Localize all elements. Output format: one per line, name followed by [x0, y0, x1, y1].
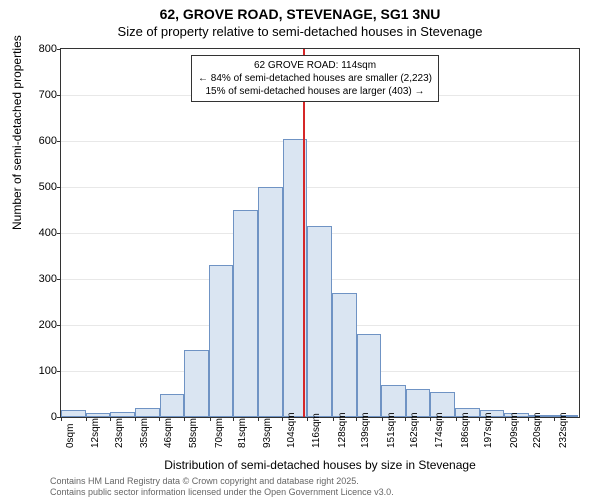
- histogram-bar: [110, 412, 135, 417]
- x-tick-label: 93sqm: [262, 418, 273, 448]
- annot-line: 15% of semi-detached houses are larger (…: [198, 85, 432, 98]
- x-tick: [382, 417, 383, 421]
- reference-line: [303, 49, 305, 417]
- x-tick: [430, 417, 431, 421]
- annot-line: ← 84% of semi-detached houses are smalle…: [198, 72, 432, 85]
- x-tick-label: 0sqm: [65, 424, 76, 448]
- x-tick: [61, 417, 62, 421]
- x-tick: [307, 417, 308, 421]
- y-tick: [57, 325, 61, 326]
- footer-attribution: Contains HM Land Registry data © Crown c…: [50, 476, 394, 498]
- x-tick-label: 139sqm: [360, 412, 371, 448]
- y-tick-label: 300: [25, 273, 57, 285]
- gridline: [61, 187, 579, 188]
- x-tick-label: 232sqm: [558, 412, 569, 448]
- x-tick: [210, 417, 211, 421]
- x-tick-label: 186sqm: [460, 412, 471, 448]
- x-tick: [233, 417, 234, 421]
- x-tick-label: 116sqm: [311, 413, 322, 448]
- x-tick-label: 104sqm: [286, 412, 297, 448]
- x-tick: [135, 417, 136, 421]
- y-tick: [57, 187, 61, 188]
- histogram-bar: [307, 226, 332, 417]
- x-tick-label: 209sqm: [509, 412, 520, 448]
- histogram-bar: [86, 413, 111, 417]
- annot-line: 62 GROVE ROAD: 114sqm: [198, 59, 432, 72]
- chart-title: 62, GROVE ROAD, STEVENAGE, SG1 3NU: [0, 6, 600, 22]
- footer-line2: Contains public sector information licen…: [50, 487, 394, 498]
- histogram-bar: [209, 265, 234, 417]
- gridline: [61, 141, 579, 142]
- x-tick-label: 12sqm: [90, 418, 101, 448]
- footer-line1: Contains HM Land Registry data © Crown c…: [50, 476, 394, 487]
- x-tick: [479, 417, 480, 421]
- y-tick-label: 200: [25, 319, 57, 331]
- annotation-box: 62 GROVE ROAD: 114sqm← 84% of semi-detac…: [191, 55, 439, 102]
- x-tick: [554, 417, 555, 421]
- x-tick-label: 197sqm: [483, 412, 494, 448]
- x-tick-label: 81sqm: [237, 418, 248, 448]
- x-tick-label: 70sqm: [214, 418, 225, 448]
- y-tick: [57, 95, 61, 96]
- y-tick-label: 700: [25, 89, 57, 101]
- x-tick: [356, 417, 357, 421]
- x-tick: [405, 417, 406, 421]
- histogram-bar: [258, 187, 283, 417]
- x-tick-label: 35sqm: [139, 418, 150, 448]
- histogram-bar: [160, 394, 185, 417]
- y-tick-label: 800: [25, 43, 57, 55]
- x-tick-label: 151sqm: [386, 412, 397, 448]
- x-tick: [333, 417, 334, 421]
- x-tick: [505, 417, 506, 421]
- y-axis-label: Number of semi-detached properties: [10, 35, 24, 230]
- x-tick-label: 58sqm: [188, 418, 199, 448]
- x-tick-label: 174sqm: [434, 412, 445, 448]
- y-tick: [57, 233, 61, 234]
- histogram-bar: [61, 410, 86, 417]
- y-tick: [57, 371, 61, 372]
- x-tick: [86, 417, 87, 421]
- x-axis-label: Distribution of semi-detached houses by …: [60, 458, 580, 472]
- x-tick: [184, 417, 185, 421]
- histogram-bar: [135, 408, 160, 417]
- histogram-bar: [233, 210, 258, 417]
- y-tick-label: 600: [25, 135, 57, 147]
- histogram-bar: [332, 293, 357, 417]
- x-tick-label: 23sqm: [114, 418, 125, 448]
- x-tick-label: 46sqm: [163, 418, 174, 448]
- chart-subtitle: Size of property relative to semi-detach…: [0, 24, 600, 39]
- y-tick: [57, 141, 61, 142]
- histogram-bar: [357, 334, 382, 417]
- x-tick-label: 162sqm: [409, 412, 420, 448]
- x-tick-label: 220sqm: [532, 412, 543, 448]
- x-tick: [110, 417, 111, 421]
- plot-area: 01002003004005006007008000sqm12sqm23sqm3…: [60, 48, 580, 418]
- y-tick-label: 400: [25, 227, 57, 239]
- y-tick: [57, 49, 61, 50]
- y-tick: [57, 279, 61, 280]
- x-tick: [456, 417, 457, 421]
- x-tick: [159, 417, 160, 421]
- x-tick: [528, 417, 529, 421]
- y-tick-label: 0: [25, 411, 57, 423]
- x-tick: [258, 417, 259, 421]
- y-tick-label: 100: [25, 365, 57, 377]
- x-tick-label: 128sqm: [337, 412, 348, 448]
- y-tick-label: 500: [25, 181, 57, 193]
- histogram-bar: [184, 350, 209, 417]
- x-tick: [282, 417, 283, 421]
